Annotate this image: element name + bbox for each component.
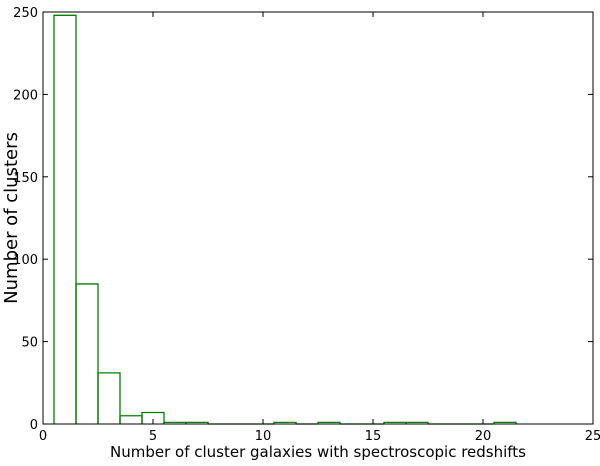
y-tick-label: 250 (13, 6, 38, 21)
x-tick-label: 15 (365, 429, 382, 444)
histogram-bin (53, 14, 77, 424)
x-tick-label: 25 (585, 429, 600, 444)
x-tick-label: 20 (475, 429, 492, 444)
y-tick-label: 0 (30, 418, 38, 433)
histogram-bin (405, 421, 429, 424)
histogram-bin (493, 421, 517, 424)
y-tick-label: 50 (21, 336, 38, 351)
histogram-bin (97, 372, 121, 424)
y-tick-label: 100 (13, 253, 38, 268)
y-tick-label: 200 (13, 88, 38, 103)
x-tick-label: 5 (149, 429, 157, 444)
x-axis-label: Number of cluster galaxies with spectros… (110, 443, 526, 461)
histogram-bin (317, 421, 341, 424)
x-tick-label: 0 (39, 429, 47, 444)
histogram-bin (273, 421, 297, 424)
y-axis-label: Number of clusters (1, 132, 22, 304)
histogram-bin (141, 411, 165, 424)
histogram-bin (75, 283, 99, 424)
histogram-bin (185, 421, 209, 424)
y-tick-label: 150 (13, 171, 38, 186)
histogram-bin (119, 415, 143, 424)
x-tick-label: 10 (255, 429, 272, 444)
plot-frame (42, 11, 594, 425)
